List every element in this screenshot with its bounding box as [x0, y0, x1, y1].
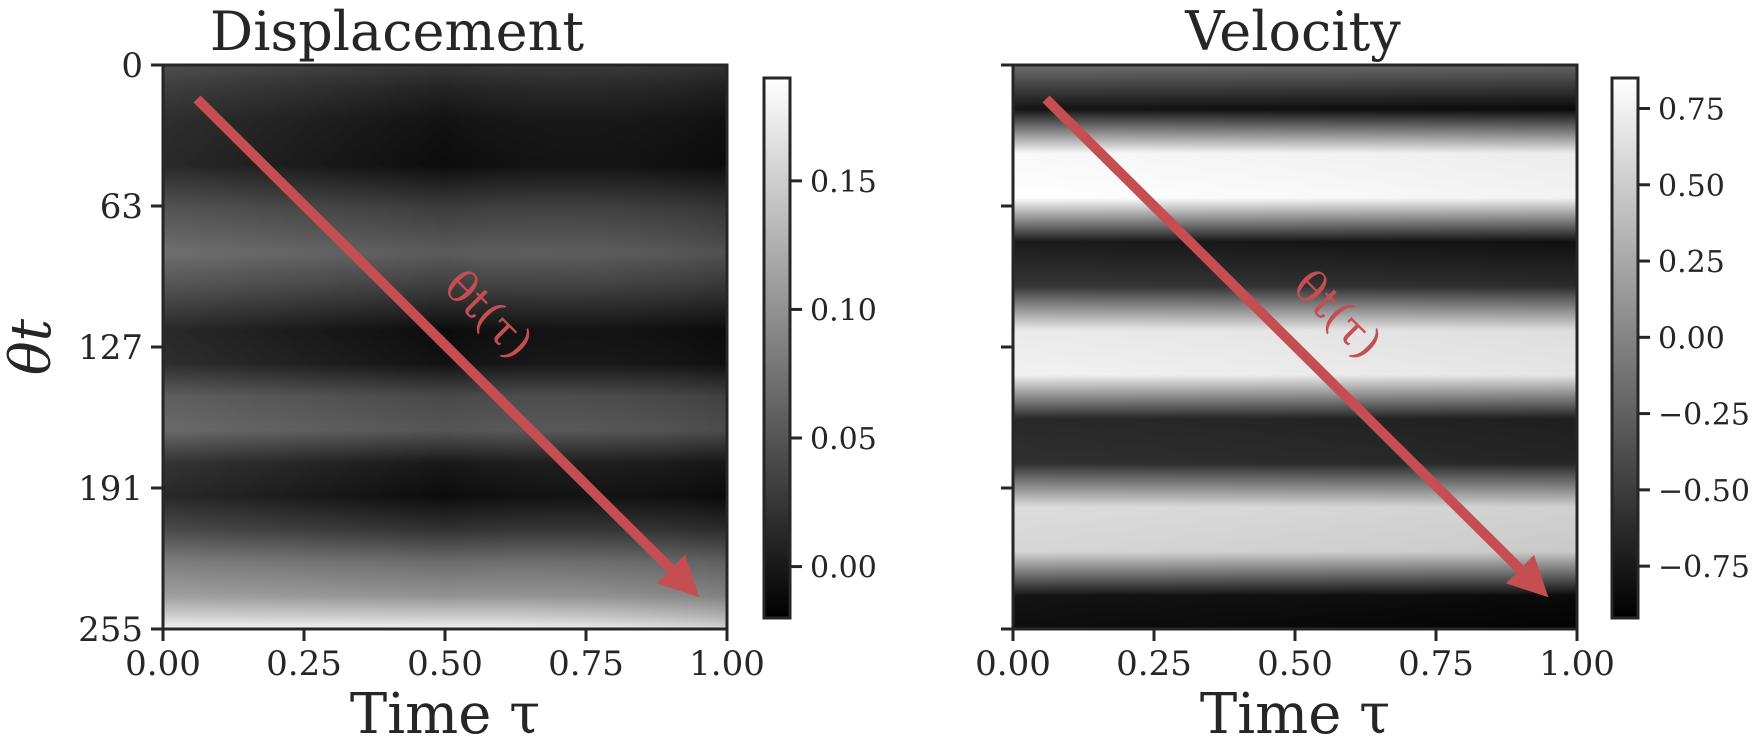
- colorbar: 0.75 0.50 0.25 0.00 −0.25 −0.50 −0.75: [1610, 76, 1750, 620]
- x-axis-label: Time τ: [350, 682, 540, 747]
- colorbar-tick-label: 0.50: [1658, 169, 1725, 204]
- y-axis: 0 63 127 191 255: [78, 46, 163, 650]
- y-axis: [1001, 63, 1013, 631]
- colorbar-tick-label: −0.25: [1658, 398, 1750, 433]
- colorbar: 0.00 0.05 0.10 0.15: [762, 76, 877, 620]
- y-tick-label: 191: [78, 469, 143, 509]
- x-axis: 0.00 0.25 0.50 0.75 1.00: [975, 629, 1615, 684]
- x-tick-label: 0.75: [548, 644, 624, 684]
- colorbar-frame: [762, 76, 792, 620]
- colorbar-gradient: [764, 78, 790, 618]
- y-tick-label: 127: [78, 328, 143, 368]
- trajectory-arrow: [1042, 95, 1549, 598]
- x-tick-label: 0.00: [125, 644, 201, 684]
- colorbar-tick-label: −0.50: [1658, 474, 1750, 509]
- colorbar-frame: [1610, 76, 1640, 620]
- x-tick-label: 0.25: [1116, 644, 1192, 684]
- y-tick-label: 255: [78, 610, 143, 650]
- colorbar-tick-label: 0.25: [1658, 245, 1725, 280]
- y-tick-label: 63: [100, 187, 143, 227]
- colorbar-tick-label: 0.00: [1658, 321, 1725, 356]
- x-tick-label: 0.50: [1257, 644, 1333, 684]
- x-tick-label: 0.75: [1398, 644, 1474, 684]
- panel-title: Velocity: [1184, 0, 1401, 63]
- panel-title: Displacement: [210, 0, 584, 63]
- colorbar-tick-label: 0.15: [810, 165, 877, 200]
- colorbar-tick-label: −0.75: [1658, 550, 1750, 585]
- x-tick-label: 0.00: [975, 644, 1051, 684]
- colorbar-tick-label: 0.05: [810, 422, 877, 457]
- trajectory-arrow: [193, 95, 700, 598]
- colorbar-tick-label: 0.10: [810, 293, 877, 328]
- x-axis: 0.00 0.25 0.50 0.75 1.00: [125, 629, 765, 684]
- displacement-panel: Displacement θt(τ) 0.00 0.25 0.50 0.75 1.00 …: [0, 0, 877, 747]
- colorbar-gradient: [1612, 78, 1638, 618]
- x-tick-label: 0.25: [266, 644, 342, 684]
- y-axis-label: θt: [0, 318, 64, 375]
- colorbar-tick-label: 0.75: [1658, 93, 1725, 128]
- x-tick-label: 0.50: [407, 644, 483, 684]
- velocity-panel: Velocity θt(τ) 0.00 0.25 0.50 0.75 1.00 Time…: [975, 0, 1750, 747]
- x-tick-label: 1.00: [689, 644, 765, 684]
- x-axis-label: Time τ: [1200, 682, 1390, 747]
- colorbar-tick-label: 0.00: [810, 551, 877, 586]
- x-tick-label: 1.00: [1539, 644, 1615, 684]
- y-tick-label: 0: [121, 46, 143, 86]
